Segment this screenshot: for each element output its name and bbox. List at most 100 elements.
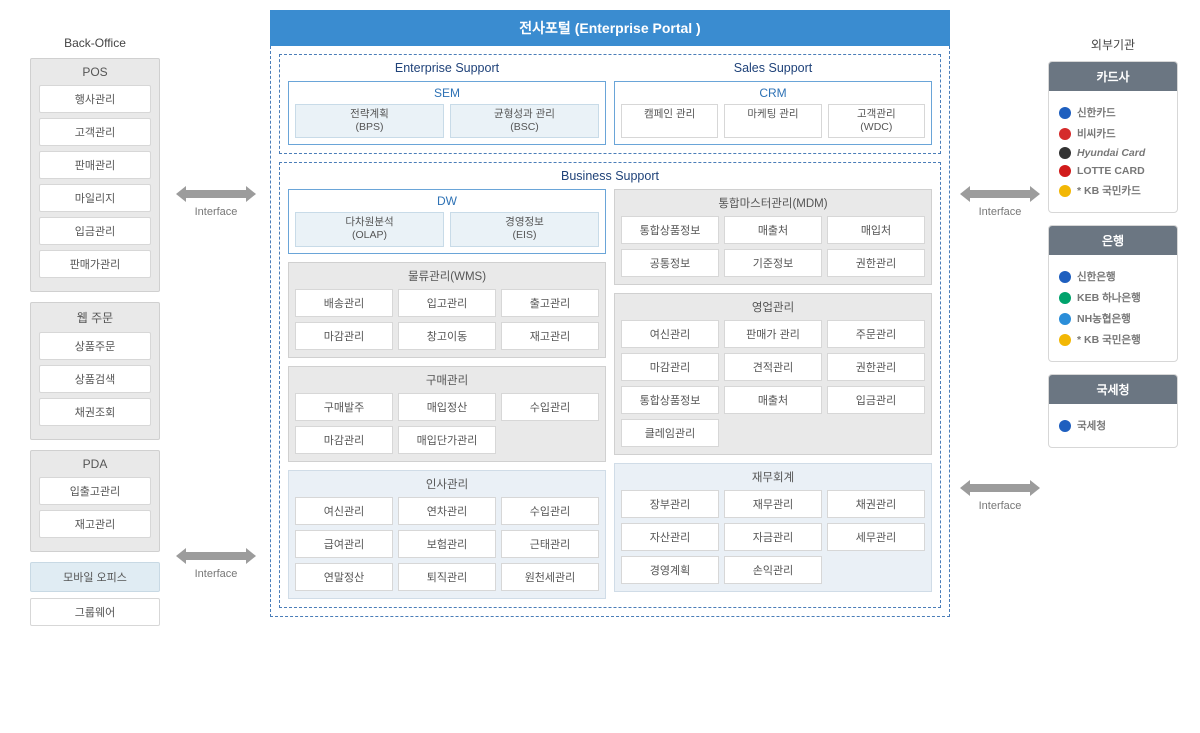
wms-item: 배송관리: [295, 289, 393, 317]
logo-text: 비씨카드: [1077, 126, 1116, 141]
pos-item: 마일리지: [39, 184, 151, 212]
pos-item: 행사관리: [39, 85, 151, 113]
bank-row: KEB 하나은행: [1059, 290, 1167, 305]
double-arrow-icon: [186, 548, 246, 564]
sem-item: 균형성과 관리 (BSC): [450, 104, 599, 138]
fi-item: 재무관리: [724, 490, 822, 518]
wms-item: 출고관리: [501, 289, 599, 317]
pos-item: 판매관리: [39, 151, 151, 179]
fi-item: 손익관리: [724, 556, 822, 584]
wms-box: 물류관리(WMS) 배송관리입고관리출고관리마감관리창고이동재고관리: [288, 262, 606, 358]
logo-text: NH농협은행: [1077, 311, 1131, 326]
double-arrow-icon: [186, 186, 246, 202]
crm-title: CRM: [621, 86, 925, 100]
fi-item: 경영계획: [621, 556, 719, 584]
sem-box: SEM 전략계획 (BPS) 균형성과 관리 (BSC): [288, 81, 606, 145]
interface-label: Interface: [195, 206, 238, 218]
back-office-title: Back-Office: [30, 36, 160, 50]
pda-item: 입출고관리: [39, 477, 151, 505]
crm-item: 마케팅 관리: [724, 104, 821, 138]
mdm-item: 기준정보: [724, 249, 822, 277]
logo-text: KEB 하나은행: [1077, 290, 1141, 305]
back-office-column: Back-Office POS 행사관리 고객관리 판매관리 마일리지 입금관리…: [30, 36, 160, 631]
pos-title: POS: [39, 65, 151, 79]
dw-title: DW: [295, 194, 599, 208]
mdm-item: 매입처: [827, 216, 925, 244]
logo-text: Hyundai Card: [1077, 147, 1145, 159]
support-row: Enterprise Support SEM 전략계획 (BPS) 균형성과 관…: [279, 54, 941, 154]
purchase-item: 마감관리: [295, 426, 393, 454]
logo-text: 국세청: [1077, 418, 1106, 433]
sales-item: 권한관리: [827, 353, 925, 381]
purchase-item: 구매발주: [295, 393, 393, 421]
hr-item: 보험관리: [398, 530, 496, 558]
bs-left: DW 다차원분석 (OLAP) 경영정보 (EIS): [288, 189, 606, 598]
interface-arrow: Interface: [176, 186, 256, 218]
mdm-title: 통합마스터관리(MDM): [621, 195, 925, 211]
pda-title: PDA: [39, 457, 151, 471]
fi-item: 세무관리: [827, 523, 925, 551]
hr-item: 근태관리: [501, 530, 599, 558]
interface-arrow: Interface: [960, 186, 1040, 218]
fi-item: 자금관리: [724, 523, 822, 551]
wms-item: 재고관리: [501, 322, 599, 350]
logo-icon: [1059, 147, 1071, 159]
web-item: 상품주문: [39, 332, 151, 360]
card-issuer-row: 신한카드: [1059, 105, 1167, 120]
portal-body: Enterprise Support SEM 전략계획 (BPS) 균형성과 관…: [270, 46, 950, 617]
logo-text: * KB 국민은행: [1077, 332, 1141, 347]
hr-item: 퇴직관리: [398, 563, 496, 591]
sales-item: 판매가 관리: [724, 320, 822, 348]
web-order-panel: 웹 주문 상품주문 상품검색 채권조회: [30, 302, 160, 440]
interface-arrow: Interface: [960, 480, 1040, 512]
mdm-item: 통합상품정보: [621, 216, 719, 244]
sem-item: 전략계획 (BPS): [295, 104, 444, 138]
enterprise-support: Enterprise Support SEM 전략계획 (BPS) 균형성과 관…: [288, 61, 606, 145]
interface-label: Interface: [195, 568, 238, 580]
interface-arrow: Interface: [176, 548, 256, 580]
logo-icon: [1059, 313, 1071, 325]
logo-icon: [1059, 420, 1071, 432]
bs-right: 통합마스터관리(MDM) 통합상품정보매출처 매입처공통정보기준정보권한관리 영업…: [614, 189, 932, 598]
nts: 국세청 국세청: [1048, 374, 1178, 448]
web-item: 채권조회: [39, 398, 151, 426]
logo-icon: [1059, 107, 1071, 119]
hr-box: 인사관리 여신관리연차관리수입관리급여관리보험관리근태관리연말정산퇴직관리원천세…: [288, 470, 606, 599]
pos-item: 입금관리: [39, 217, 151, 245]
dw-item: 경영정보 (EIS): [450, 212, 599, 246]
sales-item: 견적관리: [724, 353, 822, 381]
hr-item: 여신관리: [295, 497, 393, 525]
fi-title: 재무회계: [621, 469, 925, 485]
logo-text: LOTTE CARD: [1077, 165, 1145, 177]
purchase-box: 구매관리 구매발주매입정산수입관리마감관리매입단가관리: [288, 366, 606, 462]
sales-item: 클레임관리: [621, 419, 719, 447]
banks-title: 은행: [1049, 226, 1177, 255]
portal-column: 전사포털 (Enterprise Portal ) Enterprise Sup…: [270, 10, 950, 617]
hr-item: 급여관리: [295, 530, 393, 558]
fi-item: 자산관리: [621, 523, 719, 551]
card-issuers-title: 카드사: [1049, 62, 1177, 91]
purchase-item: 매입단가관리: [398, 426, 496, 454]
web-item: 상품검색: [39, 365, 151, 393]
sales-item: 주문관리: [827, 320, 925, 348]
business-support: Business Support DW 다차원분석 (OLAP) 경영정보: [279, 162, 941, 607]
portal-title: 전사포털 (Enterprise Portal ): [270, 10, 950, 46]
mdm-item: 공통정보: [621, 249, 719, 277]
sales-item: 매출처: [724, 386, 822, 414]
double-arrow-icon: [970, 480, 1030, 496]
logo-icon: [1059, 128, 1071, 140]
interface-label: Interface: [979, 500, 1022, 512]
sem-title: SEM: [295, 86, 599, 100]
sales-item: 입금관리: [827, 386, 925, 414]
sales-item: 마감관리: [621, 353, 719, 381]
card-issuer-row: LOTTE CARD: [1059, 165, 1167, 177]
sales-title: 영업관리: [621, 299, 925, 315]
logo-text: 신한카드: [1077, 105, 1116, 120]
card-issuers: 카드사 신한카드비씨카드Hyundai CardLOTTE CARD* KB 국…: [1048, 61, 1178, 213]
crm-item: 고객관리 (WDC): [828, 104, 925, 138]
logo-text: 신한은행: [1077, 269, 1116, 284]
crm-box: CRM 캠페인 관리 마케팅 관리 고객관리 (WDC): [614, 81, 932, 145]
wms-title: 물류관리(WMS): [295, 268, 599, 284]
nts-row: 국세청: [1059, 418, 1167, 433]
dw-box: DW 다차원분석 (OLAP) 경영정보 (EIS): [288, 189, 606, 253]
